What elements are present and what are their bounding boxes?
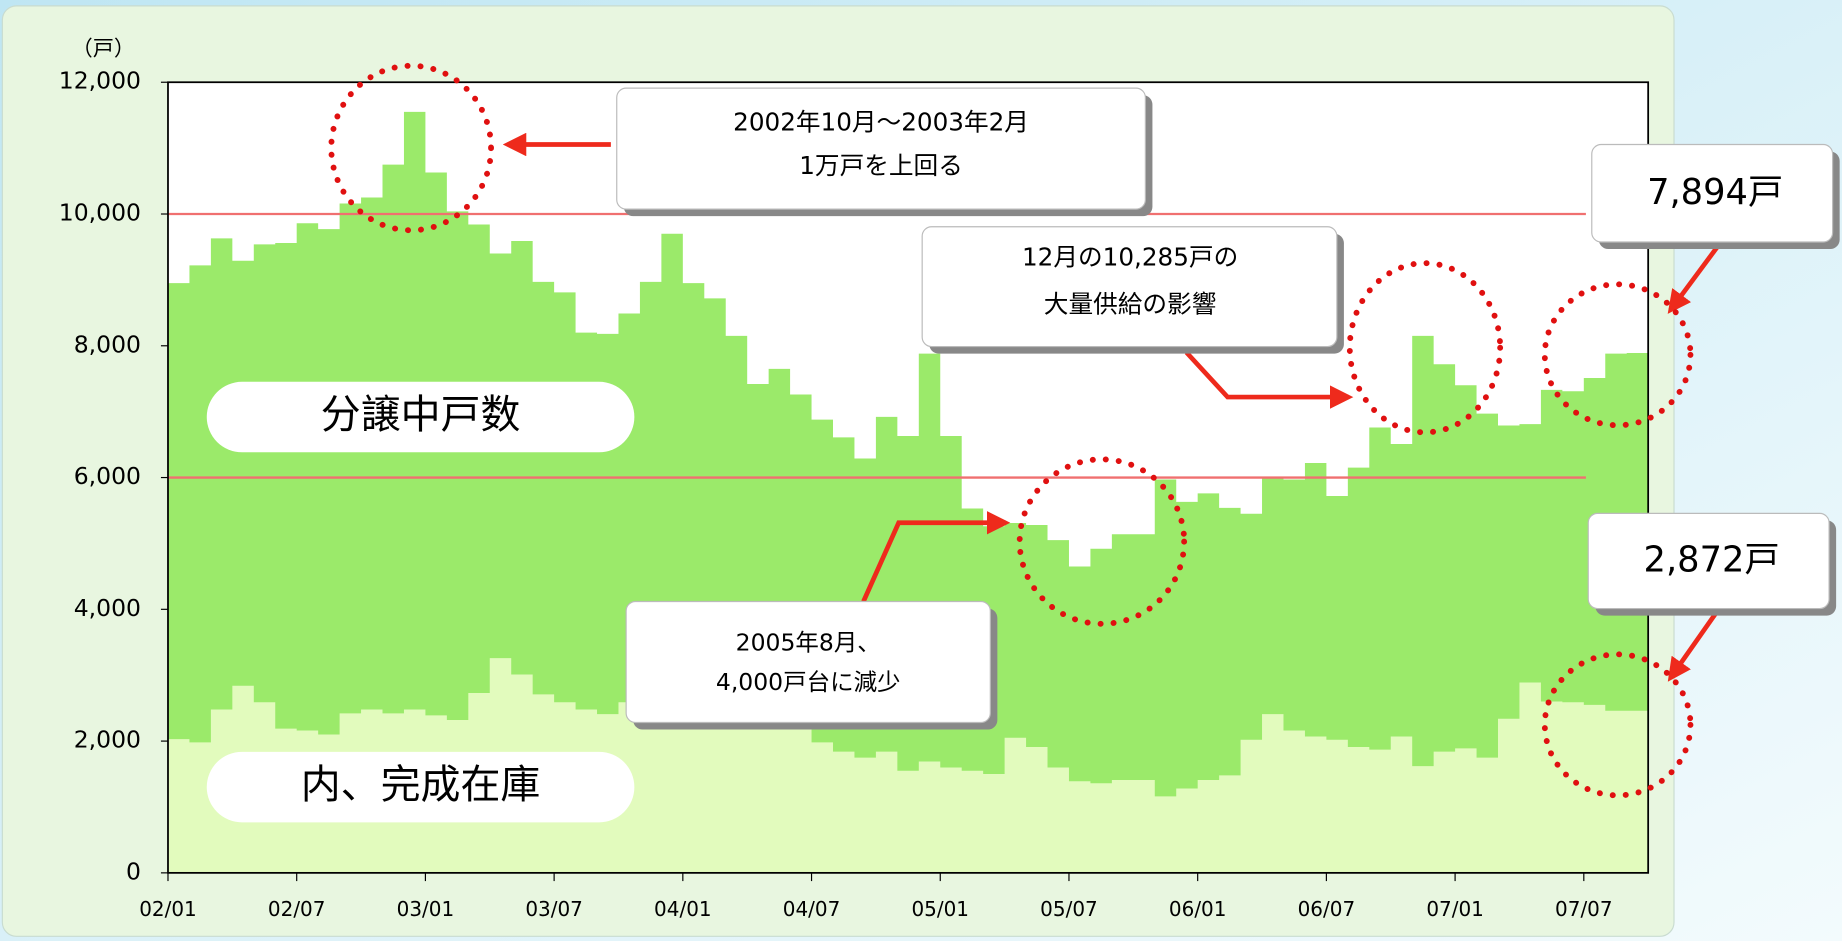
highlight-circle xyxy=(1346,260,1504,436)
x-tick-label: 06/07 xyxy=(1298,897,1356,921)
callout-box xyxy=(1587,512,1830,610)
annotation: 2002年10月～2003年2月 xyxy=(733,107,1029,136)
arrow xyxy=(861,511,1011,603)
callout-box xyxy=(625,600,991,724)
legend-label: 内、完成在庫 xyxy=(301,762,541,808)
annotation: 2,872戸 xyxy=(1644,540,1780,581)
callout-boxes xyxy=(206,87,1840,823)
callout-box xyxy=(921,226,1338,348)
series-label-box xyxy=(206,751,635,823)
x-tick-label: 04/01 xyxy=(654,897,712,921)
y-tick-label: 10,000 xyxy=(59,199,141,227)
arrows xyxy=(502,132,1720,682)
highlights xyxy=(328,62,1694,799)
x-tick-label: 06/01 xyxy=(1169,897,1227,921)
series-label-box xyxy=(206,381,635,453)
highlight-circle xyxy=(328,62,494,234)
annotation: 4,000戸台に減少 xyxy=(716,668,901,696)
arrow xyxy=(1667,245,1720,314)
x-tick-label: 04/07 xyxy=(783,897,841,921)
x-tick-label: 02/01 xyxy=(139,897,197,921)
highlight-circle xyxy=(1016,456,1188,627)
series-area xyxy=(167,111,1649,873)
arrow xyxy=(1184,350,1354,409)
highlight-circle xyxy=(1541,651,1694,799)
callout-box xyxy=(616,87,1146,210)
y-unit-label: （戸） xyxy=(72,35,135,60)
legend-label: 分譲中戸数 xyxy=(321,392,521,438)
y-tick-label: 12,000 xyxy=(59,67,141,95)
annotation: 12月の10,285戸の xyxy=(1022,242,1238,271)
x-tick-label: 02/07 xyxy=(268,897,326,921)
y-tick-label: 4,000 xyxy=(74,594,141,622)
x-tick-label: 03/01 xyxy=(397,897,455,921)
annotation: 1万戸を上回る xyxy=(799,151,963,180)
highlight-circle xyxy=(1541,281,1694,429)
annotation: 大量供給の影響 xyxy=(1044,289,1217,318)
annotation: 2005年8月、 xyxy=(736,628,881,656)
annotation: 7,894戸 xyxy=(1647,172,1783,213)
x-tick-label: 05/07 xyxy=(1040,897,1098,921)
callout-box xyxy=(1591,143,1834,243)
x-tick-label: 03/07 xyxy=(525,897,583,921)
x-tick-label: 07/07 xyxy=(1555,897,1613,921)
y-tick-label: 2,000 xyxy=(74,726,141,754)
x-tick-label: 05/01 xyxy=(911,897,969,921)
y-tick-label: 6,000 xyxy=(74,462,141,490)
y-tick-label: 0 xyxy=(126,857,141,885)
y-tick-label: 8,000 xyxy=(74,330,141,358)
arrow xyxy=(1667,609,1720,682)
x-tick-label: 07/01 xyxy=(1426,897,1484,921)
